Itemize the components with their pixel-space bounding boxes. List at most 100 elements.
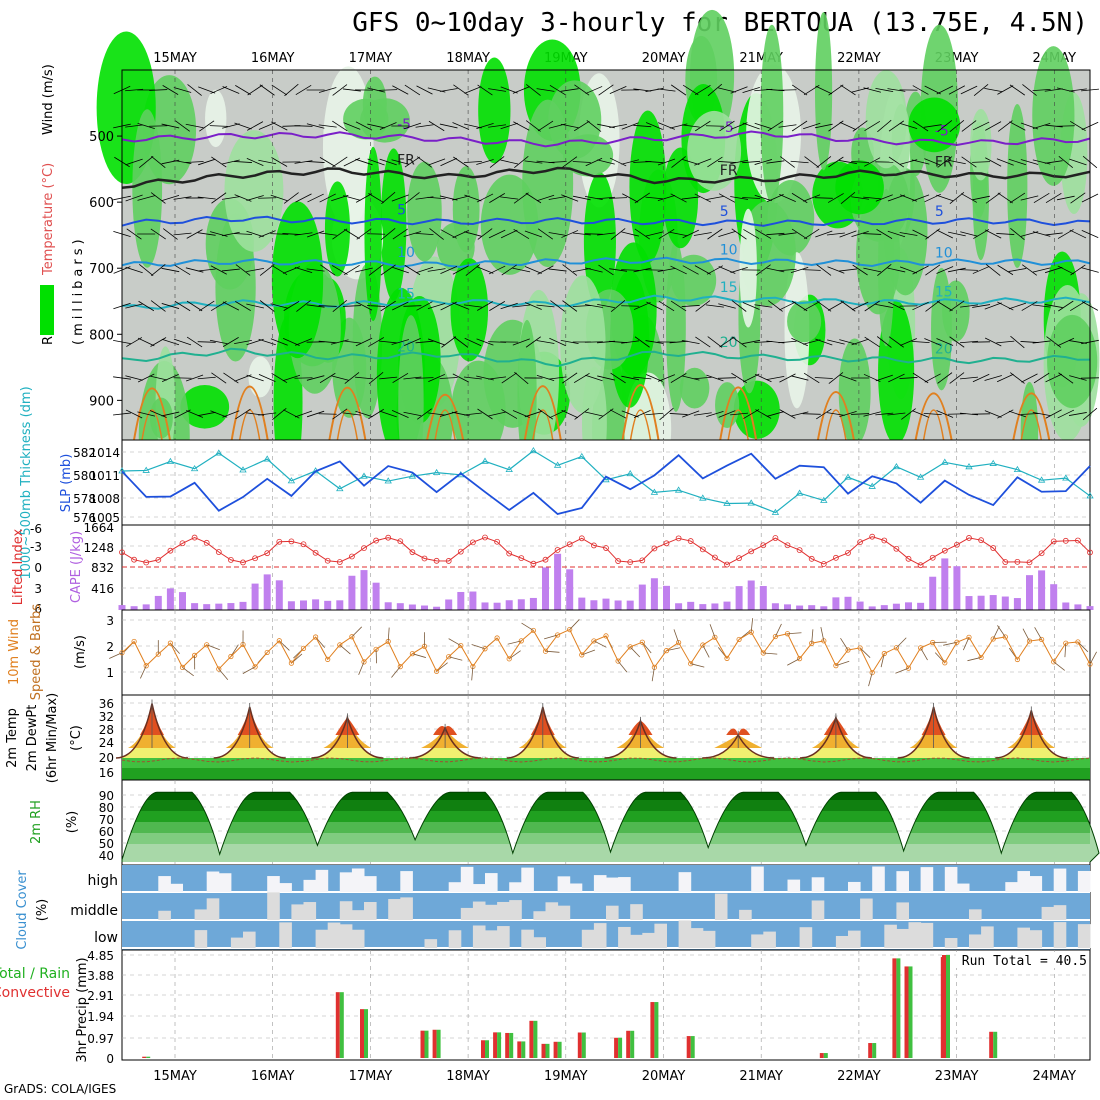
wind-barb xyxy=(175,120,190,132)
wind-barb xyxy=(851,161,870,163)
cloud-gap xyxy=(206,871,220,892)
wind-barb xyxy=(306,161,325,163)
wind-barb xyxy=(863,196,882,200)
cape-bar xyxy=(759,586,767,610)
wind-barb xyxy=(209,125,228,127)
wind-barb xyxy=(1053,661,1065,671)
li-marker xyxy=(857,539,863,546)
li-marker xyxy=(893,545,900,552)
rh-label: 2m RH xyxy=(29,800,44,844)
wind-barb xyxy=(234,339,252,345)
wind-barb xyxy=(1032,411,1051,417)
wind-barb xyxy=(997,264,1014,276)
wind-barb xyxy=(140,665,147,679)
wind-barb xyxy=(173,87,192,93)
bottom-date-label: 15MAY xyxy=(153,1069,197,1084)
cloud-gap xyxy=(618,877,631,892)
wind-barb xyxy=(197,232,216,236)
cloud-gap xyxy=(1053,922,1067,948)
li-marker xyxy=(143,559,150,566)
wind-barb xyxy=(428,158,446,166)
wind-barb xyxy=(621,231,640,237)
wind-barb xyxy=(339,644,351,655)
cape-tick: 1664 xyxy=(83,521,114,535)
wind-barb xyxy=(258,159,277,165)
wind-barb xyxy=(318,305,337,307)
wind-units: (m/s) xyxy=(73,635,88,669)
wind-barb xyxy=(658,122,675,130)
li-marker xyxy=(941,547,948,554)
cloud-gap xyxy=(642,932,655,948)
wind-speed-marker xyxy=(917,645,924,651)
cloud-gap xyxy=(860,898,873,920)
wind-barb xyxy=(936,266,954,274)
wind-barb xyxy=(235,264,251,276)
wind-barb xyxy=(1021,301,1038,311)
rh-blob xyxy=(436,222,475,272)
contour-line-5 xyxy=(121,347,1091,368)
wind-barb xyxy=(719,336,735,348)
wind-barb xyxy=(876,336,892,348)
wind-barb xyxy=(936,229,954,239)
thickness-marker xyxy=(360,472,368,479)
wind-barb xyxy=(959,340,979,344)
wind-barb xyxy=(1077,641,1089,653)
wind-barb xyxy=(1057,337,1075,347)
precip-bar-rain xyxy=(872,1043,877,1058)
wind-barb xyxy=(779,301,796,311)
li-marker xyxy=(881,537,888,544)
li-marker xyxy=(300,541,307,548)
wind-barb xyxy=(936,338,954,346)
wind-barb xyxy=(246,230,264,238)
wind-barb xyxy=(186,410,204,418)
wind-barb xyxy=(174,300,191,312)
rh-tick: 40 xyxy=(99,849,114,863)
temp-contour-25 xyxy=(719,386,758,441)
cape-bar xyxy=(445,599,453,610)
contour-label: 20 xyxy=(397,339,415,355)
rh-tick: 80 xyxy=(99,801,114,815)
cloud-gap xyxy=(557,876,571,892)
wind-barb xyxy=(996,233,1015,235)
wind-barb xyxy=(198,300,215,312)
wind-speed-marker xyxy=(554,632,561,638)
wind-barb xyxy=(294,410,313,418)
wind-barb xyxy=(669,413,688,415)
wind-barb xyxy=(387,627,390,642)
cape-bar xyxy=(820,606,828,610)
wind-barb xyxy=(621,375,640,381)
cape-bar xyxy=(808,605,816,610)
wind-speed-marker xyxy=(361,659,367,665)
wind-barb xyxy=(693,376,712,380)
wind-barb xyxy=(1070,264,1086,276)
wind-barb xyxy=(827,266,845,274)
rh-blob xyxy=(838,338,871,446)
wind-barb xyxy=(690,663,705,668)
wind-barb xyxy=(923,413,942,415)
wind-barb xyxy=(235,408,251,420)
wind-barb xyxy=(899,266,918,274)
cloud-gap xyxy=(654,923,667,948)
wind-barb xyxy=(887,412,906,416)
wind-barb xyxy=(1009,84,1026,96)
wind-barb xyxy=(960,304,978,308)
wind-barb xyxy=(864,300,880,312)
rh-blob xyxy=(760,24,784,204)
wind-barb xyxy=(707,156,723,168)
wind-barb xyxy=(125,409,143,419)
wind-barb xyxy=(500,159,519,165)
wind-barb xyxy=(912,372,929,384)
wind-barb xyxy=(197,341,216,343)
wind-barb xyxy=(162,374,179,382)
rh-blob xyxy=(1007,103,1028,269)
cape-bar xyxy=(469,591,477,610)
cloud-gap xyxy=(364,876,377,892)
rh-blob xyxy=(517,319,537,470)
contour-label: 5 xyxy=(397,203,406,219)
rh-blob xyxy=(380,148,407,301)
cape-bar xyxy=(735,586,743,610)
rh-label-group: 2m RH xyxy=(29,800,44,844)
wind-barb xyxy=(1056,195,1075,201)
wind-barb xyxy=(544,634,558,640)
li-marker xyxy=(869,533,876,540)
